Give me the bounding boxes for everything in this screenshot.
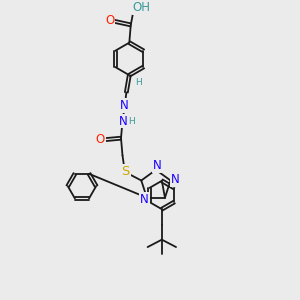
Text: N: N: [119, 115, 128, 128]
Text: OH: OH: [133, 1, 151, 13]
Text: N: N: [140, 193, 149, 206]
Text: H: H: [135, 78, 142, 87]
Text: N: N: [153, 159, 162, 172]
Text: N: N: [120, 99, 129, 112]
Text: O: O: [105, 14, 114, 27]
Text: O: O: [95, 133, 105, 146]
Text: H: H: [129, 117, 135, 126]
Text: N: N: [171, 173, 180, 186]
Text: S: S: [121, 165, 130, 178]
